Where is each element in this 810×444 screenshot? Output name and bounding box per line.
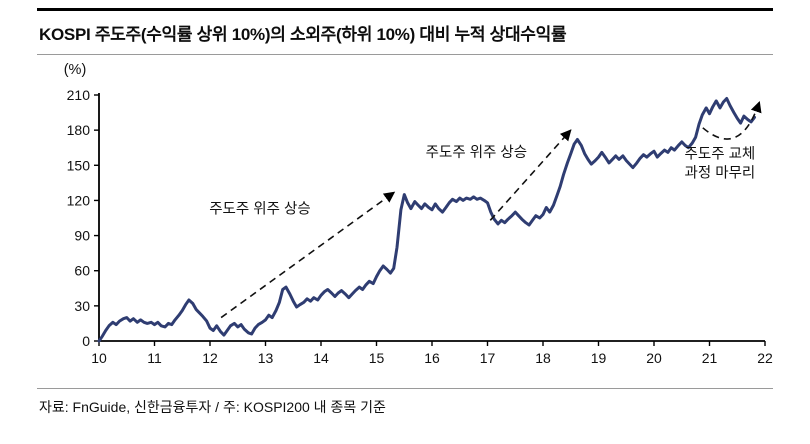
svg-text:150: 150 xyxy=(67,157,91,173)
svg-text:20: 20 xyxy=(646,350,662,366)
svg-text:19: 19 xyxy=(591,350,607,366)
svg-text:30: 30 xyxy=(74,298,90,314)
chart-title: KOSPI 주도주(수익률 상위 10%)의 소외주(하위 10%) 대비 누적… xyxy=(39,25,567,44)
chart-title-block: KOSPI 주도주(수익률 상위 10%)의 소외주(하위 10%) 대비 누적… xyxy=(37,8,773,55)
svg-text:17: 17 xyxy=(480,350,496,366)
svg-text:180: 180 xyxy=(67,122,91,138)
svg-text:16: 16 xyxy=(424,350,440,366)
svg-text:15: 15 xyxy=(369,350,385,366)
svg-text:11: 11 xyxy=(147,350,162,366)
svg-text:13: 13 xyxy=(258,350,274,366)
svg-text:210: 210 xyxy=(67,87,91,103)
svg-text:14: 14 xyxy=(313,350,329,366)
svg-text:60: 60 xyxy=(74,263,90,279)
svg-text:12: 12 xyxy=(202,350,218,366)
svg-text:주도주 교체: 주도주 교체 xyxy=(685,145,756,162)
svg-text:90: 90 xyxy=(74,228,90,244)
source-note: 자료: FnGuide, 신한금융투자 / 주: KOSPI200 내 종목 기… xyxy=(37,388,773,417)
relative-return-line-chart: (%) 0 30 60 90 120 150 180 210 10 11 12 13 14 15 16 17 18… xyxy=(64,62,773,366)
svg-text:22: 22 xyxy=(757,350,773,366)
svg-text:(%): (%) xyxy=(64,62,87,78)
svg-text:21: 21 xyxy=(702,350,718,366)
svg-text:0: 0 xyxy=(82,333,90,349)
svg-text:주도주 위주 상승: 주도주 위주 상승 xyxy=(209,200,310,217)
line-chart-area: (%) 0 30 60 90 120 150 180 210 10 11 12 13 14 15 16 17 18… xyxy=(37,59,773,376)
svg-text:10: 10 xyxy=(91,350,107,366)
svg-text:18: 18 xyxy=(535,350,551,366)
svg-text:주도주 위주 상승: 주도주 위주 상승 xyxy=(426,144,527,161)
svg-text:120: 120 xyxy=(67,192,91,208)
svg-text:과정 마무리: 과정 마무리 xyxy=(685,164,756,181)
